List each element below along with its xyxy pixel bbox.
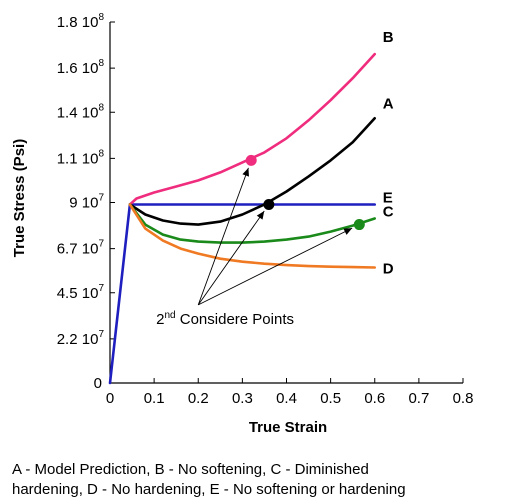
y-tick-label: 1.8 108 — [57, 12, 105, 31]
x-tick-label: 0.2 — [188, 390, 209, 407]
series-label-C: C — [383, 204, 394, 221]
considere-point-A — [263, 199, 275, 211]
y-tick-label: 4.5 107 — [57, 283, 105, 302]
series-label-E: E — [383, 190, 393, 207]
stress-strain-chart: 0 0.1 0.2 0.3 0.4 0.5 0.6 0.7 0.8 0 2.2 107 4.5 107… — [11, 12, 474, 436]
y-tick-label: 1.6 108 — [57, 58, 105, 77]
x-axis-title: True Strain — [249, 419, 327, 436]
y-tick-label: 2.2 107 — [57, 329, 105, 348]
x-tick-label: 0.6 — [364, 390, 385, 407]
y-tick-label: 1.1 108 — [57, 148, 105, 167]
series-label-A: A — [383, 95, 394, 112]
x-tick-label: 0.4 — [276, 390, 297, 407]
y-tick-label: 1.4 108 — [57, 102, 105, 121]
series-line-A — [128, 117, 376, 226]
chart-ticks: 0 0.1 0.2 0.3 0.4 0.5 0.6 0.7 0.8 0 2.2 107 4.5 107… — [57, 12, 474, 407]
caption: A - Model Prediction, B - No softening, … — [12, 460, 508, 500]
x-tick-label: 0.7 — [408, 390, 429, 407]
considere-point-C — [353, 219, 365, 231]
series-line-D — [128, 203, 376, 269]
considere-point-B — [245, 154, 257, 166]
caption-line-2: hardening, D - No hardening, E - No soft… — [12, 481, 406, 498]
y-tick-label: 0 — [94, 375, 102, 392]
series-label-B: B — [383, 29, 394, 46]
x-tick-label: 0.5 — [320, 390, 341, 407]
considere-markers — [245, 154, 365, 231]
series-label-D: D — [383, 260, 394, 277]
considere-arrow — [197, 167, 249, 305]
series-labels: E B A C D — [383, 29, 394, 277]
considere-arrowhead — [256, 211, 265, 220]
considere-arrow — [198, 227, 353, 306]
considere-arrow — [197, 210, 265, 306]
y-tick-label: 6.7 107 — [57, 239, 105, 258]
considere-annotation: 2nd Considere Points — [156, 310, 294, 328]
series-line-E — [108, 203, 376, 385]
series-line-B — [128, 52, 376, 206]
caption-line-1: A - Model Prediction, B - No softening, … — [12, 461, 369, 478]
x-tick-label: 0.8 — [453, 390, 474, 407]
x-tick-label: 0 — [106, 390, 114, 407]
x-tick-label: 0.1 — [144, 390, 165, 407]
considere-arrows — [197, 167, 353, 306]
y-tick-label: 9 107 — [69, 193, 104, 212]
considere-arrowhead — [242, 167, 249, 177]
chart-series — [108, 52, 376, 385]
chart-axes — [109, 22, 463, 384]
y-axis-title: True Stress (Psi) — [11, 139, 28, 257]
x-tick-label: 0.3 — [232, 390, 253, 407]
considere-arrowhead — [343, 228, 353, 235]
